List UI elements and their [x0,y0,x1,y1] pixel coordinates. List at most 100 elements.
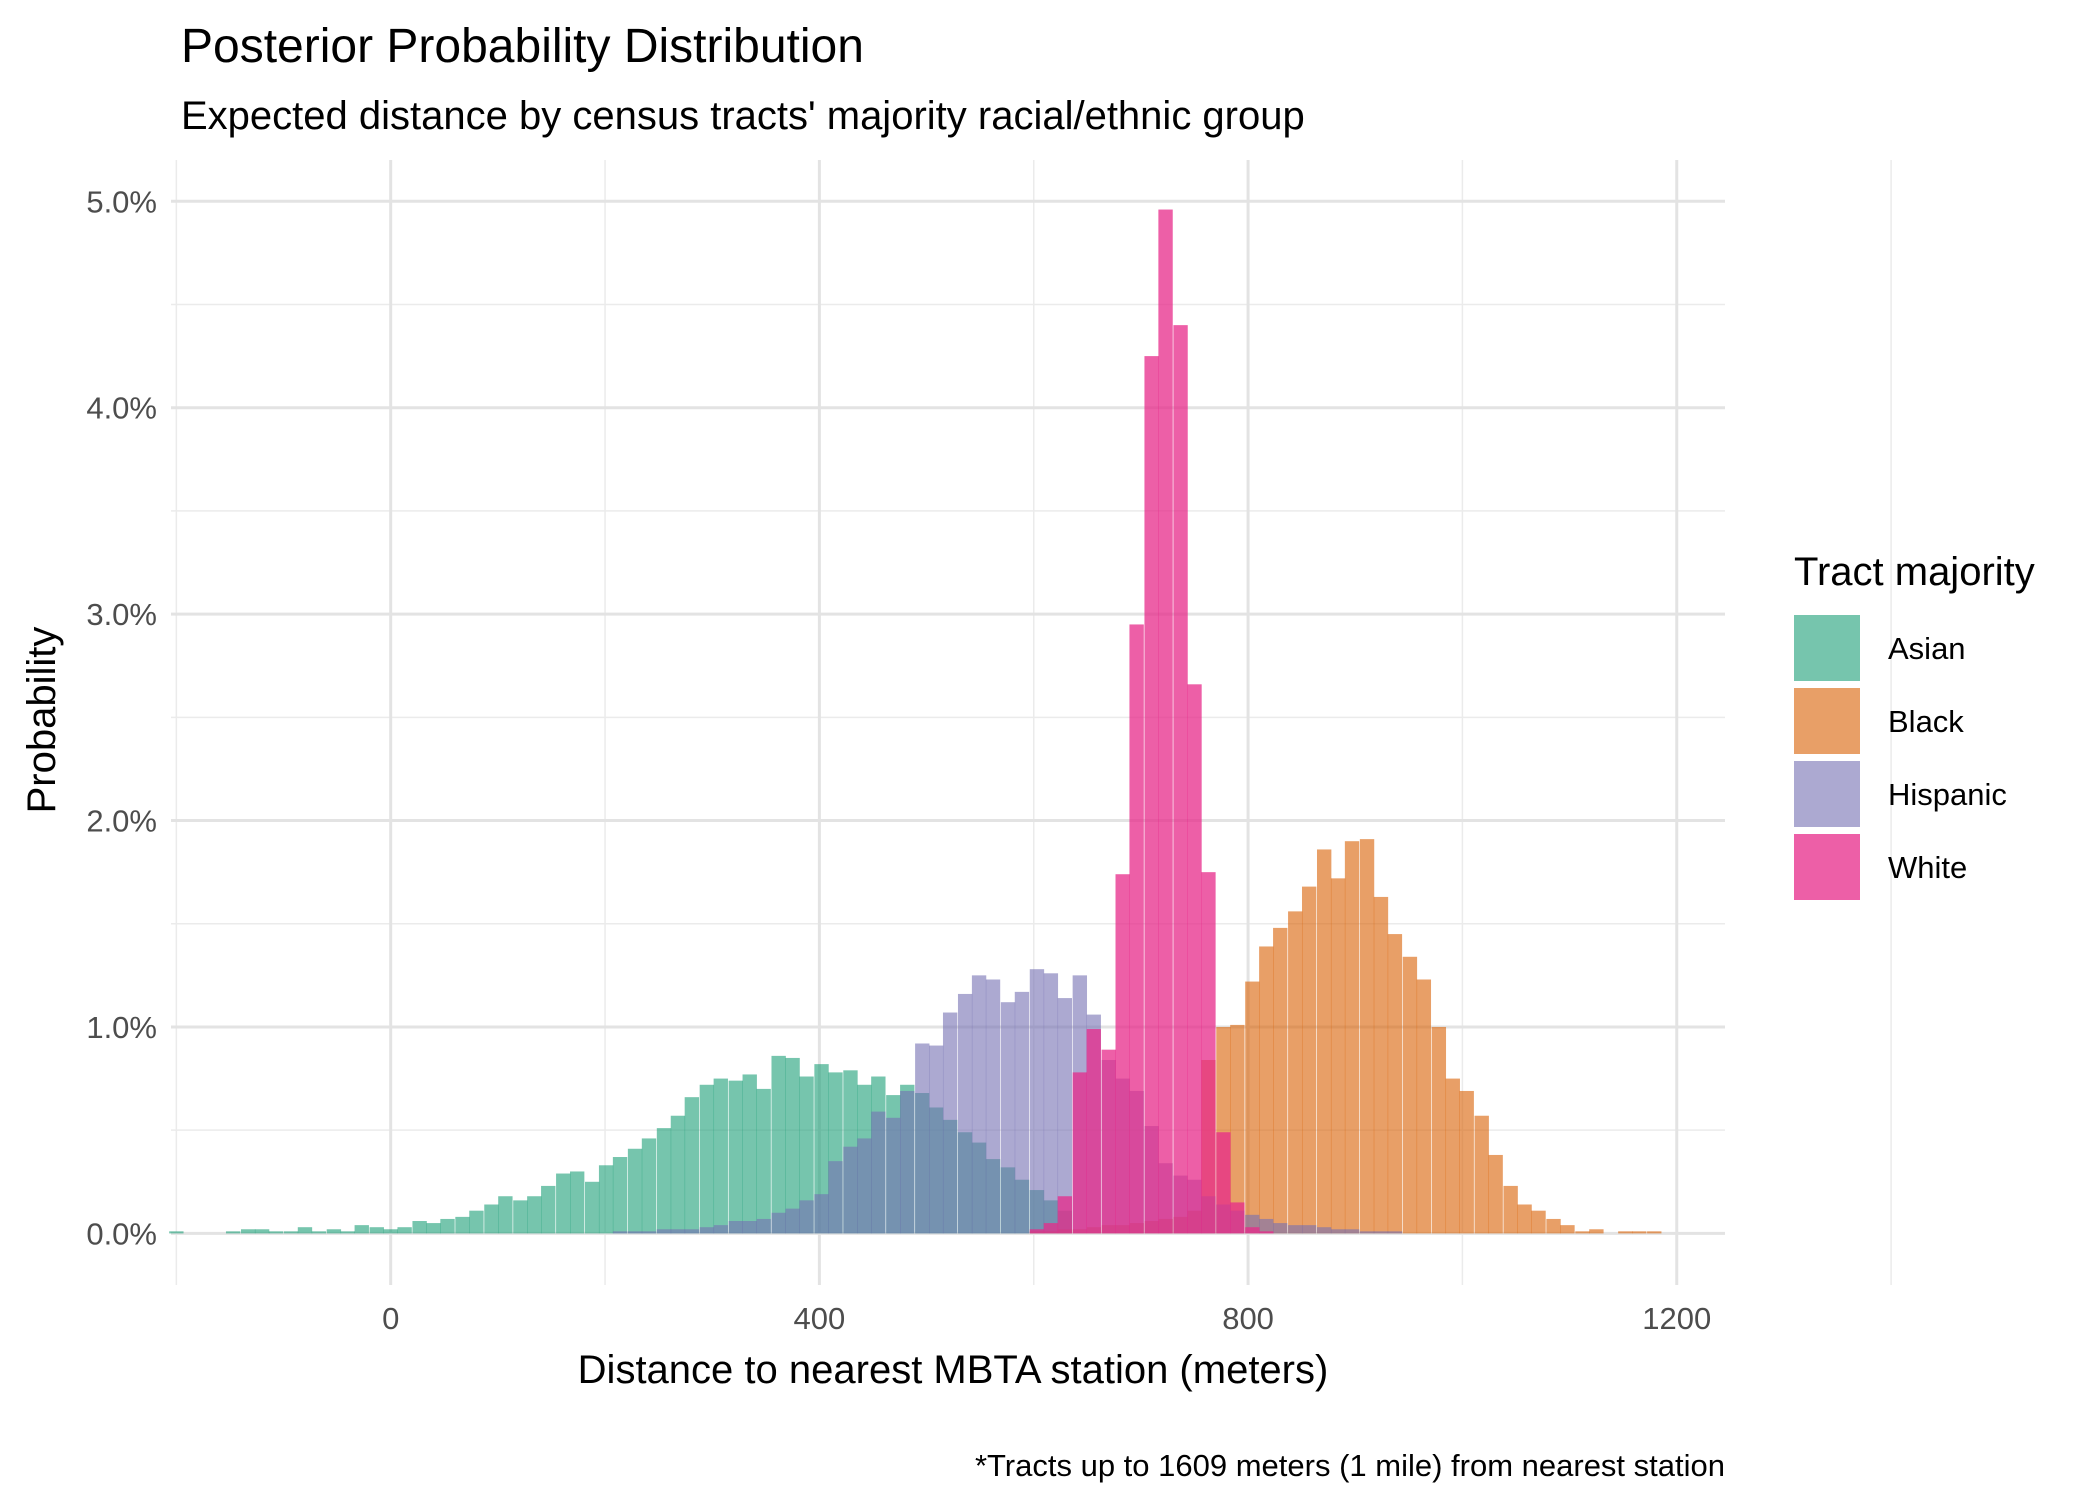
bar-asian [684,1097,700,1234]
bar-white [1144,356,1159,1234]
bar-asian [814,1064,829,1234]
bar-asian [670,1115,686,1234]
bar-black [1560,1225,1575,1234]
bar-white [1230,1202,1245,1234]
y-axis-title: Probability [20,627,64,814]
bar-hispanic [1043,973,1059,1234]
bar-hispanic [1330,1229,1346,1234]
bar-hispanic [656,1229,672,1234]
bar-hispanic [612,1231,628,1234]
bar-white [1072,1072,1088,1234]
bar-hispanic [1373,1231,1389,1234]
bar-black [1474,1115,1489,1234]
bar-black [1632,1231,1647,1234]
bar-white [1216,1132,1231,1234]
bar-asian [641,1138,657,1234]
bar-asian [484,1204,499,1234]
bar-black [1546,1218,1561,1234]
bar-hispanic [900,1090,915,1234]
bar-hispanic [684,1229,700,1234]
bar-white [1129,624,1144,1234]
bar-hispanic [985,979,1001,1234]
bar-black [1259,946,1274,1234]
bar-hispanic [1316,1227,1332,1234]
bar-asian [397,1227,412,1234]
bar-hispanic [1359,1231,1375,1234]
bar-black [1517,1204,1532,1234]
bar-asian [627,1148,643,1234]
bar-asian [268,1231,284,1234]
bar-white [1201,872,1216,1234]
bar-black [1316,849,1332,1234]
bar-black [1488,1154,1503,1234]
legend-key-white [1794,834,1860,900]
bar-black [1330,878,1346,1234]
bar-hispanic [942,1012,958,1234]
bar-hispanic [771,1212,786,1234]
bar-hispanic [641,1231,657,1234]
legend: Tract majority Asian Black Hispanic White [1794,550,2035,900]
bar-asian [585,1181,600,1234]
bar-asian [699,1084,715,1234]
bar-white [1158,209,1173,1234]
bar-hispanic [1344,1229,1360,1234]
bar-asian [556,1173,571,1234]
bar-asian [440,1218,455,1234]
legend-key-hispanic [1794,761,1860,827]
bar-hispanic [886,1117,901,1234]
legend-key-asian [1794,615,1860,681]
bar-hispanic [799,1200,814,1234]
series-white [1029,209,1274,1234]
x-tick-label: 0 [382,1301,399,1336]
y-tick-label: 0.0% [86,1216,157,1251]
bar-asian [340,1231,356,1234]
legend-label-asian: Asian [1888,631,1966,666]
y-axis-ticks: 0.0% 1.0% 2.0% 3.0% 4.0% 5.0% [86,184,157,1251]
bar-hispanic [1057,998,1072,1234]
bar-asian [612,1157,628,1234]
x-tick-label: 800 [1222,1301,1274,1336]
bar-asian [326,1229,342,1234]
bar-asian [728,1080,743,1234]
y-tick-label: 3.0% [86,597,157,632]
bar-white [1173,325,1188,1234]
bar-asian [311,1231,327,1234]
bar-hispanic [1273,1223,1288,1234]
bar-asian [354,1225,369,1234]
bar-hispanic [1014,991,1030,1234]
bar-black [1373,896,1389,1234]
bar-black [1288,911,1303,1234]
bar-asian [225,1231,241,1234]
x-tick-label: 400 [794,1301,846,1336]
x-axis-ticks: 0 400 800 1200 [382,1301,1711,1336]
bar-hispanic [785,1208,800,1234]
legend-title: Tract majority [1794,550,2035,594]
bar-white [1086,1029,1101,1234]
bar-hispanic [1288,1225,1303,1234]
bar-asian [785,1057,800,1234]
bar-asian [713,1078,728,1234]
bar-black [1589,1229,1604,1234]
bar-asian [369,1227,384,1234]
bar-black [1575,1231,1590,1234]
bar-hispanic [1000,1002,1016,1234]
x-axis-title: Distance to nearest MBTA station (meters… [578,1348,1329,1392]
bar-hispanic [670,1229,686,1234]
bar-asian [412,1221,427,1234]
series-black [1029,839,1662,1234]
bar-hispanic [742,1221,757,1234]
bar-hispanic [1259,1218,1274,1234]
bar-black [1647,1231,1662,1234]
bar-asian [756,1088,771,1234]
bar-black [1273,927,1288,1234]
bar-asian [455,1216,470,1234]
legend-label-hispanic: Hispanic [1888,777,2007,812]
bar-black [1387,934,1403,1234]
y-tick-label: 4.0% [86,391,157,426]
bar-black [1531,1210,1546,1234]
bar-white [1057,1196,1072,1234]
bar-hispanic [699,1227,715,1234]
chart-caption: *Tracts up to 1609 meters (1 mile) from … [975,1448,1725,1483]
bar-hispanic [929,1045,944,1234]
